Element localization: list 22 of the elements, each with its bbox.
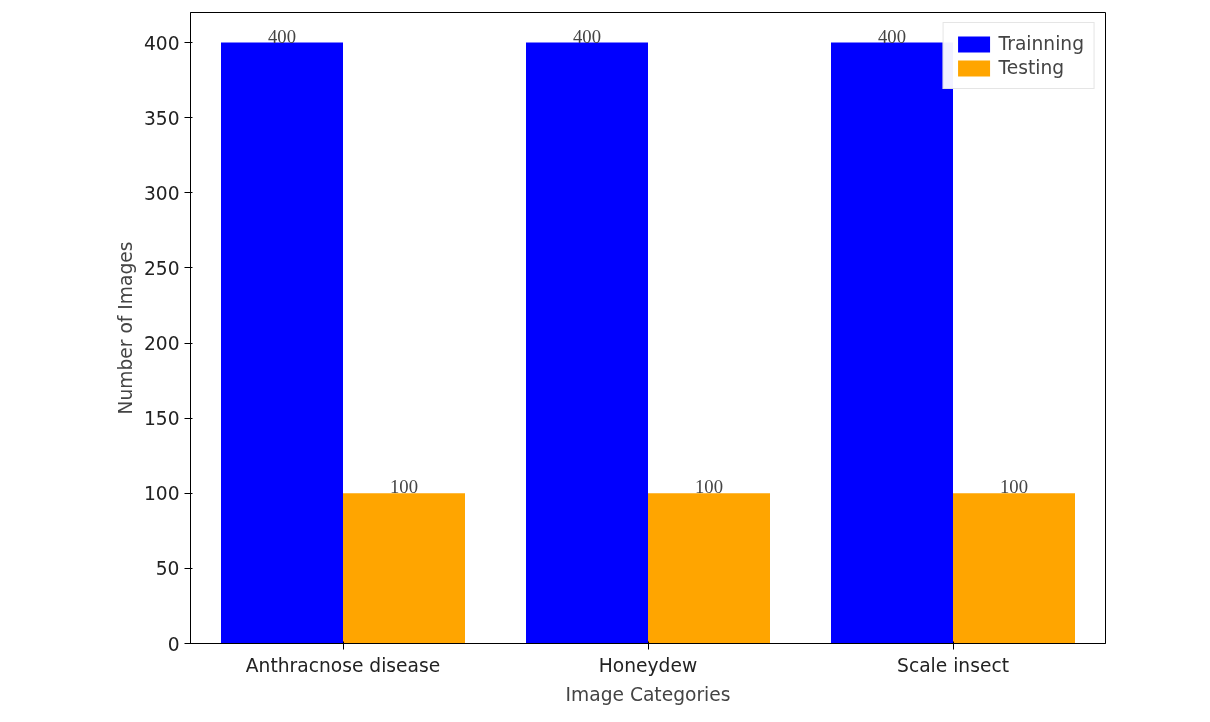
data-label: 100 [695, 476, 723, 498]
y-tick-label: 300 [143, 182, 180, 204]
data-label: 400 [573, 25, 601, 47]
y-axis-title: Number of Images [114, 241, 136, 415]
y-tick-label: 150 [143, 408, 180, 430]
y-tick-label: 0 [167, 633, 180, 655]
x-axis-title: Image Categories [565, 683, 731, 705]
data-label: 100 [1000, 476, 1028, 498]
legend-label: Testing [998, 57, 1065, 78]
data-label: 100 [390, 476, 418, 498]
y-tick-label: 200 [143, 333, 180, 355]
x-tick-label: Anthracnose disease [245, 654, 441, 676]
y-tick-label: 100 [143, 483, 180, 505]
y-tick-label: 50 [155, 558, 180, 580]
x-tick-label: Honeydew [598, 654, 698, 676]
y-tick-label: 250 [143, 257, 180, 279]
y-tick-label: 400 [143, 32, 180, 54]
x-tick-label: Scale insect [897, 654, 1009, 676]
legend-label: Trainning [998, 33, 1084, 54]
data-label: 400 [268, 25, 296, 47]
data-label: 400 [878, 25, 906, 47]
y-tick-label: 350 [143, 107, 180, 129]
